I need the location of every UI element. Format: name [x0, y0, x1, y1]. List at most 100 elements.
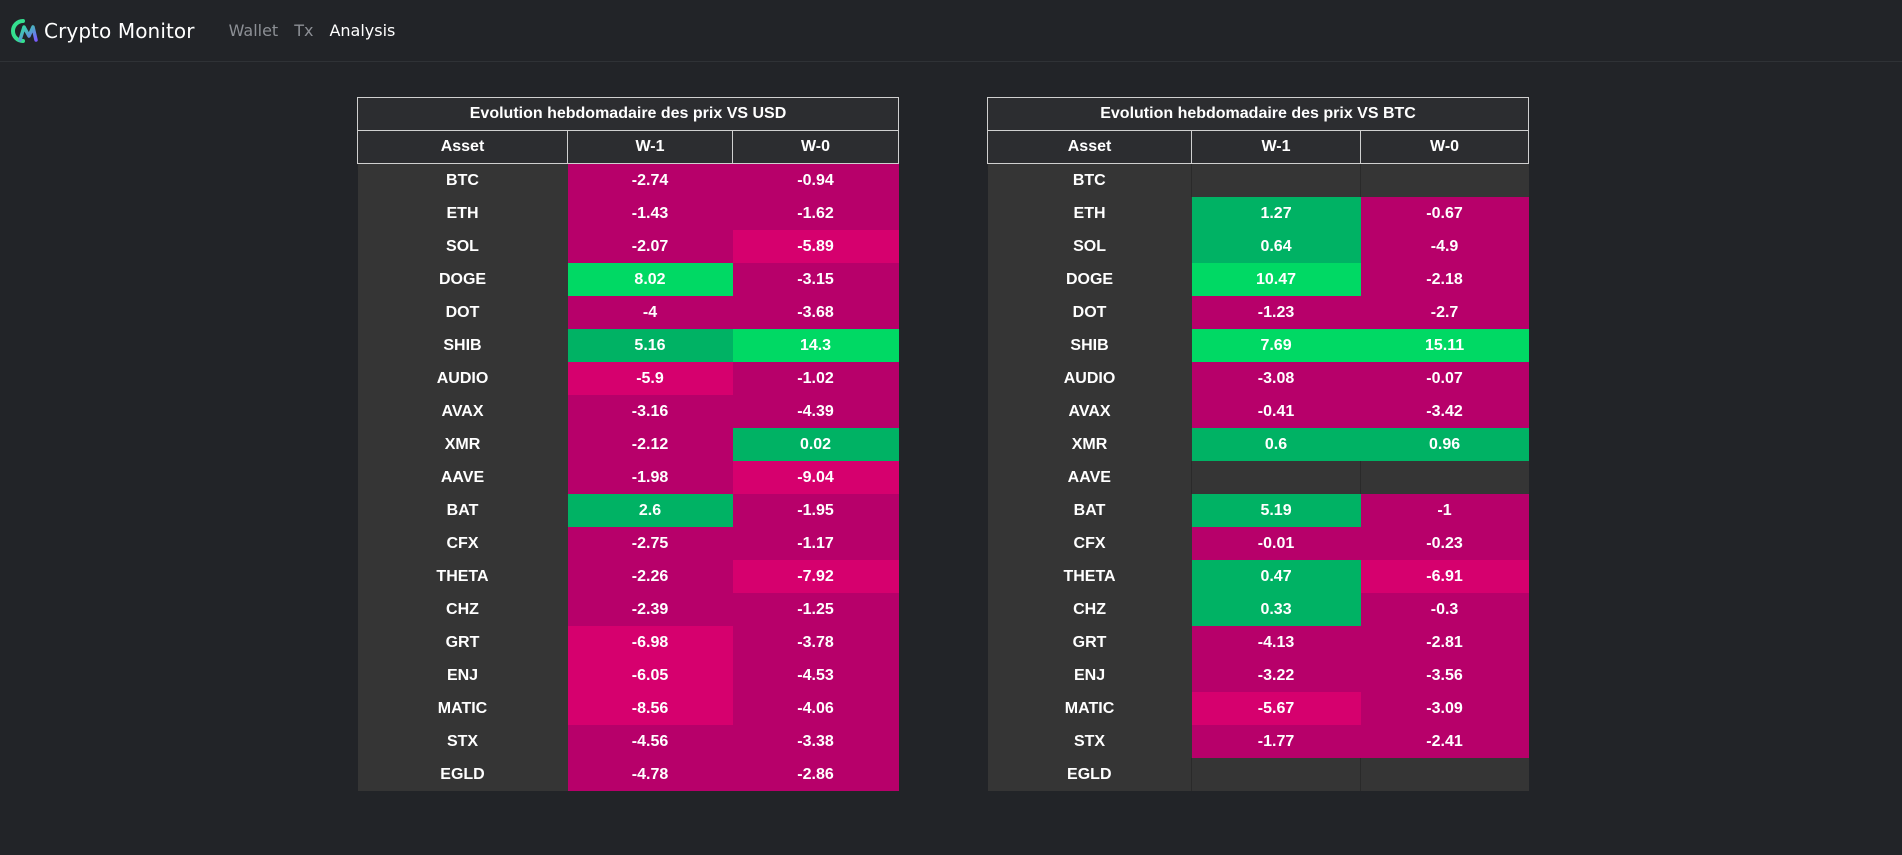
- w1-change-cell: [1191, 163, 1361, 197]
- table-row: SOL -2.07 -5.89: [357, 230, 899, 263]
- w1-change-cell: -6.05: [567, 659, 733, 692]
- table-row: EGLD -4.78 -2.86: [357, 758, 899, 791]
- w1-change-cell: -6.98: [567, 626, 733, 659]
- w1-change-cell: 1.27: [1191, 197, 1361, 230]
- w0-change-cell: -2.18: [1360, 263, 1529, 296]
- asset-cell: XMR: [357, 428, 568, 461]
- table-row: XMR -2.12 0.02: [357, 428, 899, 461]
- table-row: ENJ -6.05 -4.53: [357, 659, 899, 692]
- w0-change-cell: -1.25: [732, 593, 899, 626]
- table-row: CHZ -2.39 -1.25: [357, 593, 899, 626]
- asset-cell: SOL: [357, 230, 568, 263]
- table-row: GRT -4.13 -2.81: [987, 626, 1529, 659]
- w1-change-cell: -2.12: [567, 428, 733, 461]
- w0-change-cell: 0.02: [732, 428, 899, 461]
- w0-change-cell: -2.7: [1360, 296, 1529, 329]
- w1-change-cell: -0.01: [1191, 527, 1361, 560]
- w1-change-cell: -2.07: [567, 230, 733, 263]
- w0-change-cell: -3.68: [732, 296, 899, 329]
- column-header-asset[interactable]: Asset: [987, 130, 1193, 164]
- asset-cell: AAVE: [357, 461, 568, 494]
- table-row: THETA 0.47 -6.91: [987, 560, 1529, 593]
- asset-cell: SHIB: [987, 329, 1192, 362]
- crypto-monitor-logo-icon: [11, 18, 38, 43]
- w1-change-cell: -4.56: [567, 725, 733, 758]
- w1-change-cell: -5.67: [1191, 692, 1361, 725]
- column-header-w0[interactable]: W-0: [731, 130, 900, 164]
- column-header-w1[interactable]: W-1: [567, 130, 733, 164]
- table-row: DOT -1.23 -2.7: [987, 296, 1529, 329]
- w0-change-cell: -0.94: [732, 163, 899, 197]
- btc-price-evolution-table: Evolution hebdomadaire des prix VS BTC A…: [987, 97, 1530, 791]
- asset-cell: CHZ: [987, 593, 1192, 626]
- table-row: MATIC -5.67 -3.09: [987, 692, 1529, 725]
- w1-change-cell: -2.39: [567, 593, 733, 626]
- asset-cell: SHIB: [357, 329, 568, 362]
- table-row: SOL 0.64 -4.9: [987, 230, 1529, 263]
- w0-change-cell: [1360, 163, 1529, 197]
- asset-cell: XMR: [987, 428, 1192, 461]
- column-header-asset[interactable]: Asset: [357, 130, 568, 164]
- table-title: Evolution hebdomadaire des prix VS USD: [356, 97, 900, 131]
- table-row: ETH 1.27 -0.67: [987, 197, 1529, 230]
- w1-change-cell: 0.6: [1191, 428, 1361, 461]
- navbar: Crypto Monitor Wallet Tx Analysis: [0, 0, 1902, 62]
- w0-change-cell: -4.9: [1360, 230, 1529, 263]
- asset-cell: DOT: [987, 296, 1192, 329]
- w1-change-cell: 0.64: [1191, 230, 1361, 263]
- w1-change-cell: 8.02: [567, 263, 733, 296]
- w1-change-cell: 10.47: [1191, 263, 1361, 296]
- table-row: AUDIO -5.9 -1.02: [357, 362, 899, 395]
- table-row: BTC: [987, 163, 1529, 197]
- asset-cell: STX: [987, 725, 1192, 758]
- w0-change-cell: -3.42: [1360, 395, 1529, 428]
- w1-change-cell: 5.16: [567, 329, 733, 362]
- w1-change-cell: -4.13: [1191, 626, 1361, 659]
- brand[interactable]: Crypto Monitor: [9, 18, 195, 44]
- w0-change-cell: 15.11: [1360, 329, 1529, 362]
- w0-change-cell: -5.89: [732, 230, 899, 263]
- column-header-w0[interactable]: W-0: [1360, 130, 1530, 164]
- nav-link-tx[interactable]: Tx: [294, 21, 314, 40]
- tables-container: Evolution hebdomadaire des prix VS USD A…: [356, 97, 1530, 791]
- table-row: DOT -4 -3.68: [357, 296, 899, 329]
- w1-change-cell: -3.08: [1191, 362, 1361, 395]
- w0-change-cell: -1.62: [732, 197, 899, 230]
- table-row: STX -4.56 -3.38: [357, 725, 899, 758]
- asset-cell: EGLD: [987, 758, 1192, 791]
- table-row: GRT -6.98 -3.78: [357, 626, 899, 659]
- table-row: XMR 0.6 0.96: [987, 428, 1529, 461]
- table-row: BAT 2.6 -1.95: [357, 494, 899, 527]
- table-title: Evolution hebdomadaire des prix VS BTC: [987, 97, 1530, 131]
- table-row: BAT 5.19 -1: [987, 494, 1529, 527]
- nav-link-wallet[interactable]: Wallet: [228, 21, 279, 40]
- table-row: CHZ 0.33 -0.3: [987, 593, 1529, 626]
- nav-link-analysis[interactable]: Analysis: [329, 21, 396, 40]
- table-row: ENJ -3.22 -3.56: [987, 659, 1529, 692]
- column-header-w1[interactable]: W-1: [1191, 130, 1362, 164]
- table-row: CFX -2.75 -1.17: [357, 527, 899, 560]
- w0-change-cell: -3.78: [732, 626, 899, 659]
- asset-cell: MATIC: [357, 692, 568, 725]
- w0-change-cell: -1.02: [732, 362, 899, 395]
- w0-change-cell: -7.92: [732, 560, 899, 593]
- asset-cell: ETH: [987, 197, 1192, 230]
- asset-cell: EGLD: [357, 758, 568, 791]
- asset-cell: CHZ: [357, 593, 568, 626]
- w0-change-cell: -2.41: [1360, 725, 1529, 758]
- asset-cell: STX: [357, 725, 568, 758]
- w1-change-cell: -3.22: [1191, 659, 1361, 692]
- w0-change-cell: [1360, 758, 1529, 791]
- w0-change-cell: -3.56: [1360, 659, 1529, 692]
- w1-change-cell: 2.6: [567, 494, 733, 527]
- w1-change-cell: -3.16: [567, 395, 733, 428]
- asset-cell: SOL: [987, 230, 1192, 263]
- w0-change-cell: [1360, 461, 1529, 494]
- w0-change-cell: -0.67: [1360, 197, 1529, 230]
- table-row: AAVE: [987, 461, 1529, 494]
- asset-cell: AUDIO: [357, 362, 568, 395]
- usd-price-evolution-table: Evolution hebdomadaire des prix VS USD A…: [356, 97, 900, 791]
- asset-cell: ENJ: [357, 659, 568, 692]
- w1-change-cell: 7.69: [1191, 329, 1361, 362]
- table-row: AAVE -1.98 -9.04: [357, 461, 899, 494]
